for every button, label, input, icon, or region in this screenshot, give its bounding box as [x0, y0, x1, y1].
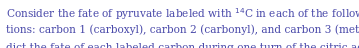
- Text: Consider the fate of pyruvate labeled with $^{14}$C in each of the following pos: Consider the fate of pyruvate labeled wi…: [6, 6, 359, 22]
- Text: tions: carbon 1 (carboxyl), carbon 2 (carbonyl), and carbon 3 (methyl). Pre-: tions: carbon 1 (carboxyl), carbon 2 (ca…: [6, 25, 359, 35]
- Text: dict the fate of each labeled carbon during one turn of the citric acid cycle.: dict the fate of each labeled carbon dur…: [6, 43, 359, 48]
